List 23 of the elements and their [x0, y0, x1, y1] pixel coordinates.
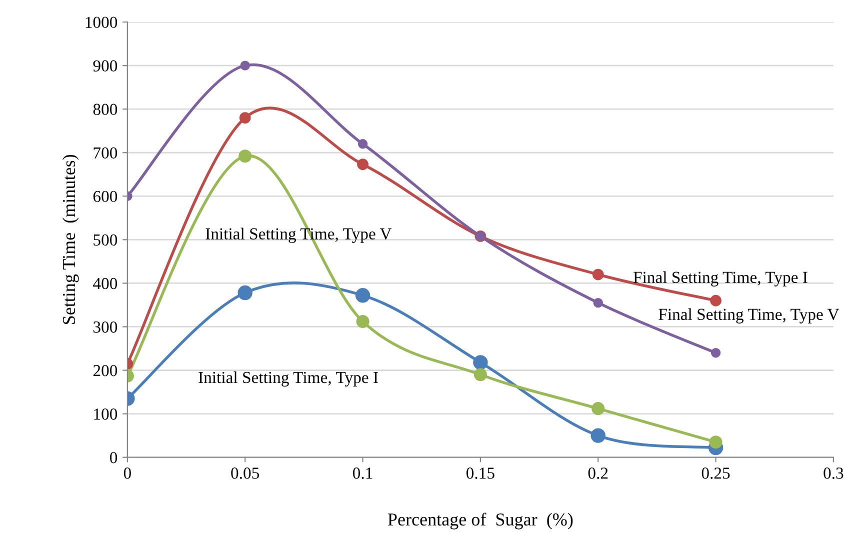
x-tick-label: 0 [124, 468, 131, 479]
x-axis-title: Percentage of Sugar (%) [388, 512, 573, 530]
x-tick-label: 0.05 [231, 468, 260, 479]
y-tick-label: 300 [94, 321, 118, 333]
y-tick-label: 500 [94, 234, 118, 246]
x-tick-label: 0.1 [352, 468, 372, 479]
y-tick-label: 900 [93, 60, 118, 72]
series-label: Final Setting Time, Type I [633, 271, 808, 286]
y-tick-label: 700 [94, 147, 118, 159]
y-tick-label: 1000 [86, 16, 118, 28]
y-tick-label: 600 [93, 190, 118, 202]
x-tick-label: 0.2 [588, 468, 608, 479]
y-tick-label: 800 [93, 104, 118, 116]
series-label: Initial Setting Time, Type I [198, 371, 378, 387]
y-tick-label: 100 [94, 408, 118, 420]
series-label: Final Setting Time, Type V [658, 308, 840, 324]
x-tick-label: 0.15 [466, 468, 494, 479]
y-axis-title: Setting Time (minutes) [62, 154, 79, 324]
y-tick-label: 0 [110, 452, 118, 464]
y-tick-label: 400 [93, 278, 118, 290]
x-tick-label: 0.3 [824, 468, 844, 479]
y-tick-label: 200 [93, 364, 118, 376]
x-tick-label: 0.25 [702, 468, 730, 479]
